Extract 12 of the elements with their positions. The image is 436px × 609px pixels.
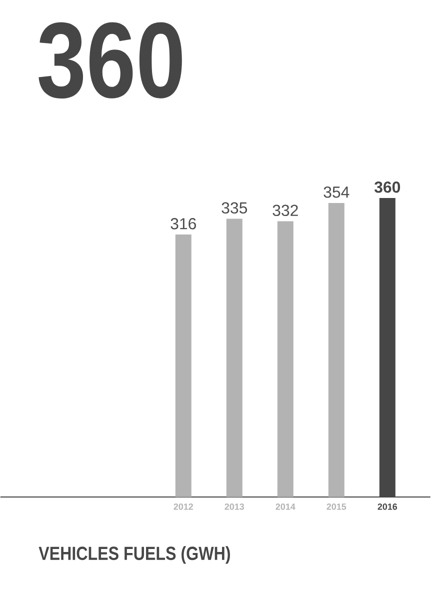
x-tick-label: 2016 bbox=[378, 504, 397, 510]
data-label: 354 bbox=[324, 186, 350, 198]
data-label: 335 bbox=[222, 202, 247, 214]
data-label: 316 bbox=[170, 218, 196, 230]
chart-title: 360 bbox=[38, 22, 182, 99]
x-tick-label: 2013 bbox=[224, 504, 244, 510]
x-tick-label: 2012 bbox=[174, 504, 193, 510]
x-tick-label: 2014 bbox=[276, 504, 296, 510]
x-tick-label: 2015 bbox=[326, 504, 346, 510]
data-label: 332 bbox=[272, 204, 298, 216]
text: VEHICLES FUELS (GWH) bbox=[38, 546, 230, 564]
data-label: 360 bbox=[374, 181, 400, 193]
